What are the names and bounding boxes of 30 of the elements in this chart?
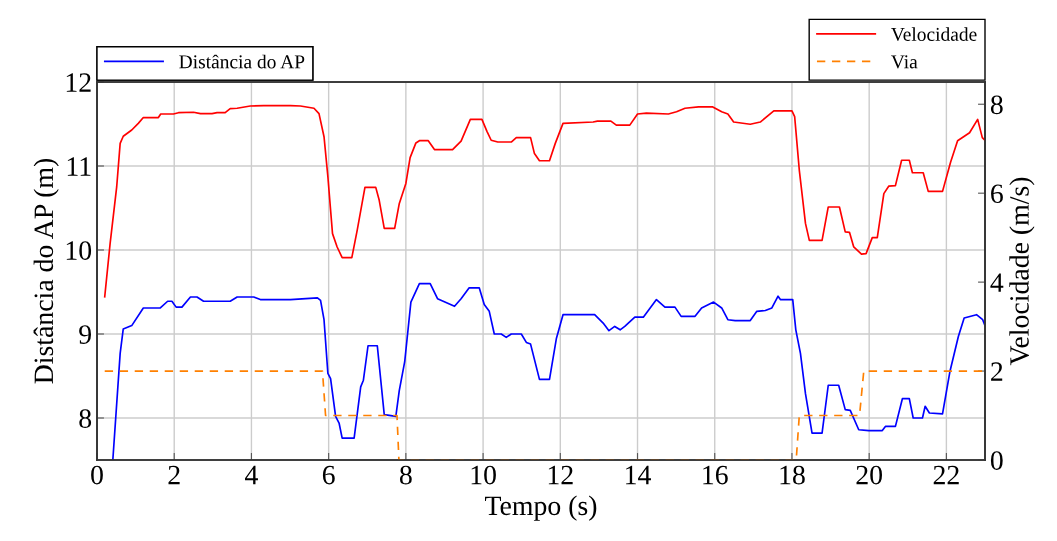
legend-label: Velocidade <box>891 27 977 42</box>
x-tick-label: 12 <box>548 465 573 485</box>
y2-tick-label: 8 <box>990 95 1003 115</box>
line-series <box>103 104 985 298</box>
x-tick-label: 10 <box>471 465 496 485</box>
line-series <box>111 282 985 460</box>
x-tick-label: 16 <box>703 465 728 485</box>
y-tick-label: 8 <box>79 409 92 428</box>
x-tick-label: 14 <box>626 465 651 485</box>
legend-label: Distância do AP <box>179 54 305 69</box>
x-tick-label: 22 <box>933 465 959 485</box>
x-tick-label: 0 <box>91 465 103 485</box>
y2-tick-label: 6 <box>991 184 1003 204</box>
y2-tick-label: 4 <box>990 273 1004 292</box>
y-tick-label: 9 <box>79 325 91 344</box>
x-tick-label: 4 <box>245 465 258 485</box>
y-axis-title: Distância do AP (m) <box>33 158 59 384</box>
x-tick-label: 2 <box>168 465 180 485</box>
x-tick-label: 18 <box>780 465 805 485</box>
y-tick-label: 12 <box>66 73 91 92</box>
x-tick-label: 8 <box>399 465 412 485</box>
y-tick-label: 11 <box>67 157 91 176</box>
y2-axis-title: Velocidade (m/s) <box>1009 177 1035 366</box>
x-tick-label: 6 <box>322 465 335 485</box>
y2-tick-label: 2 <box>991 362 1003 381</box>
x-tick-label: 20 <box>856 465 882 485</box>
y-tick-label: 10 <box>66 241 92 260</box>
legend-label: Via <box>891 55 918 69</box>
x-axis-title: Tempo (s) <box>485 495 597 521</box>
y2-tick-label: 0 <box>990 451 1003 470</box>
